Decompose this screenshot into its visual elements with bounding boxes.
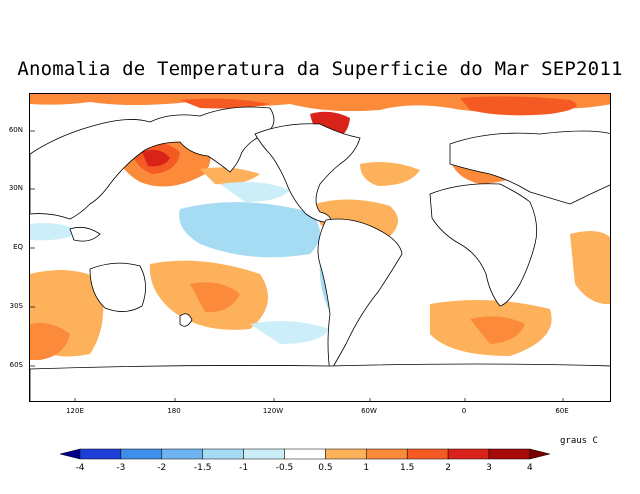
legend-tick-label: 2 bbox=[445, 463, 451, 473]
lat-label-30s: 30S bbox=[9, 302, 23, 310]
legend-swatch bbox=[325, 448, 367, 460]
legend-tick-label: 0.5 bbox=[318, 463, 333, 473]
legend-swatch bbox=[161, 448, 203, 460]
legend-swatch bbox=[406, 448, 449, 460]
sst-anomaly-map bbox=[29, 93, 611, 402]
legend-swatch bbox=[447, 448, 490, 460]
legend-tick-label: -2 bbox=[157, 463, 167, 473]
legend-swatch bbox=[488, 448, 531, 460]
color-legend-bar bbox=[60, 448, 550, 460]
legend-tick-label: 1 bbox=[363, 463, 370, 473]
legend-tick-label: 3 bbox=[486, 463, 492, 473]
legend-units: graus C bbox=[560, 436, 598, 446]
lon-label-120w: 120W bbox=[262, 407, 284, 415]
lon-label-0: 0 bbox=[461, 407, 467, 415]
map-title: Anomalia de Temperatura da Superficie do… bbox=[17, 58, 623, 80]
legend-tick-label: 1.5 bbox=[400, 463, 415, 473]
legend-tick-label: -1.5 bbox=[193, 463, 212, 473]
lon-label-180: 180 bbox=[167, 407, 181, 415]
lon-label-60e: 60E bbox=[555, 407, 569, 415]
legend-swatch bbox=[120, 448, 163, 460]
lat-label-eq: EQ bbox=[13, 243, 23, 251]
legend-swatch bbox=[202, 448, 244, 460]
legend-swatch bbox=[79, 448, 122, 460]
legend-tick-label: -3 bbox=[116, 463, 126, 473]
lat-label-60n: 60N bbox=[8, 126, 23, 134]
coastlines bbox=[30, 106, 610, 401]
legend-swatch bbox=[366, 448, 408, 460]
legend-swatch bbox=[243, 448, 285, 460]
legend-arrow-low bbox=[60, 448, 81, 460]
lat-label-60s: 60S bbox=[9, 361, 23, 369]
lon-label-60w: 60W bbox=[361, 407, 377, 415]
lat-label-30n: 30N bbox=[8, 184, 23, 192]
legend-tick-label: -1 bbox=[239, 463, 249, 473]
legend-swatch bbox=[284, 448, 326, 460]
legend-arrow-high bbox=[529, 448, 550, 460]
map-ticks bbox=[30, 130, 564, 401]
lon-label-120e: 120E bbox=[66, 407, 84, 415]
legend-tick-label: -4 bbox=[75, 463, 85, 473]
legend-tick-label: -0.5 bbox=[275, 463, 294, 473]
legend-tick-label: 4 bbox=[527, 463, 533, 473]
